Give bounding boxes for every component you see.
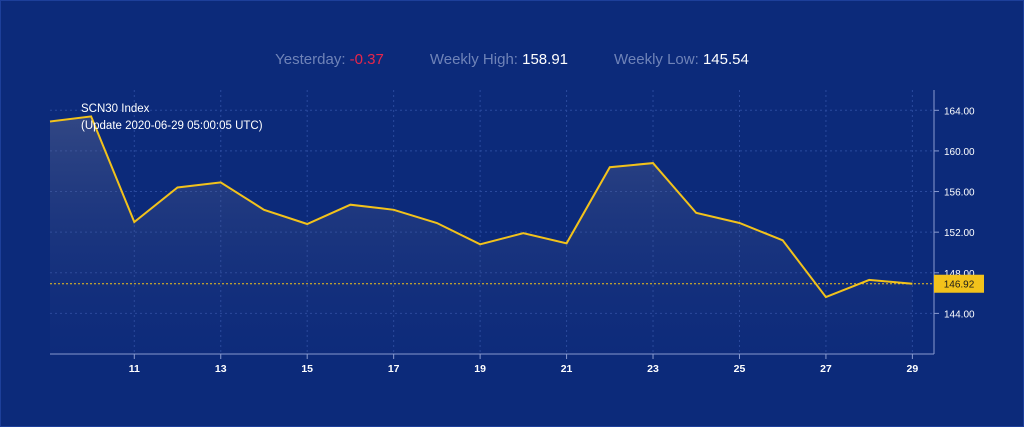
y-tick-label: 164.00 [944,106,975,117]
chart-title: SCN30 Index [81,103,150,115]
y-tick-label: 160.00 [944,147,975,158]
stat-weekly-low: Weekly Low: 145.54 [614,51,749,68]
y-tick-label: 156.00 [944,188,975,199]
x-tick-label: 15 [301,363,313,375]
x-tick-label: 23 [647,363,659,375]
last-value-box [934,274,984,293]
x-tick-label: 17 [388,363,400,375]
stat-weekly-high-label: Weekly High: [429,51,518,68]
stat-weekly-low-label: Weekly Low: [614,51,699,68]
x-axis-ticks: 11 13 15 17 19 21 23 25 27 29 [129,354,919,375]
stat-yesterday-value: -0.37 [349,51,384,68]
series-line [49,115,913,299]
x-tick-label: 25 [734,363,746,375]
chart-title-block: SCN30 Index (Update 2020-06-29 05:00:05 … [81,101,263,135]
x-tick-label: 19 [474,363,486,375]
x-tick-label: 21 [561,363,573,375]
y-tick-label: 148.00 [944,269,975,280]
series-area [50,116,913,355]
y-axis-ticks: 144.00 148.00 152.00 156.00 160.00 164.00 [934,106,975,320]
y-tick-label: 144.00 [944,309,975,320]
x-tick-label: 11 [129,363,140,375]
stat-yesterday: Yesterday: -0.37 [275,51,384,68]
y-tick-label: 152.00 [944,228,975,239]
last-value-marker: 146.92 [50,274,984,293]
stat-weekly-high: Weekly High: 158.91 [430,51,568,68]
stats-bar: Yesterday: -0.37 Weekly High: 158.91 Wee… [0,51,1024,68]
stat-weekly-high-value: 158.91 [522,51,569,68]
chart-subtitle: (Update 2020-06-29 05:00:05 UTC) [81,120,263,132]
stat-yesterday-label: Yesterday: [275,51,346,68]
x-tick-label: 29 [907,363,919,375]
x-tick-label: 13 [215,363,227,375]
stat-weekly-low-value: 145.54 [702,51,749,68]
last-value-label: 146.92 [944,280,975,291]
x-tick-label: 27 [820,363,832,375]
